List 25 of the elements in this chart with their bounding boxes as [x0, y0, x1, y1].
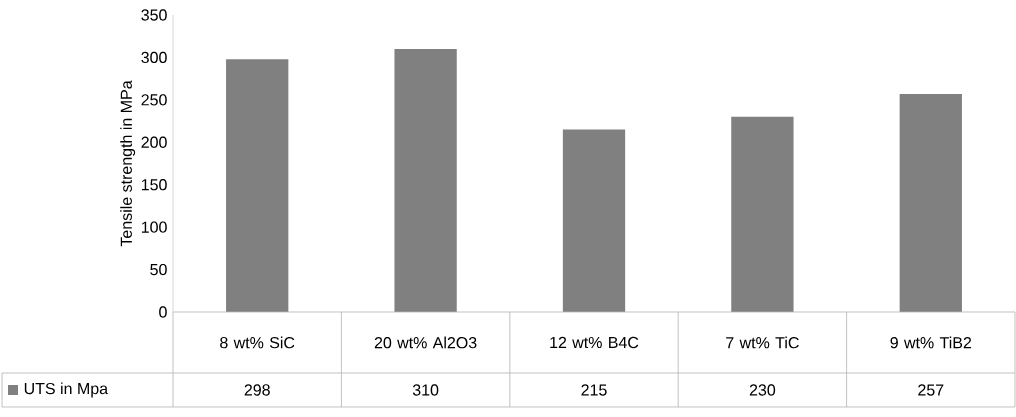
y-tick-label: 200 [141, 136, 167, 148]
x-tick-label: 7 wt% TiC [726, 336, 799, 349]
y-tick-label: 250 [141, 94, 167, 106]
y-tick-label: 100 [141, 221, 167, 233]
legend-label: UTS in Mpa [24, 382, 109, 398]
y-tick-label: 0 [159, 306, 167, 318]
x-tick-label: 8 wt% SiC [220, 336, 295, 349]
data-label: 257 [918, 384, 944, 396]
data-label: 230 [749, 384, 776, 396]
data-label: 298 [244, 384, 270, 396]
x-tick-label: 20 wt% Al2O3 [374, 336, 477, 349]
x-tick-label: 12 wt% B4C [550, 336, 639, 349]
data-label: 310 [412, 384, 439, 396]
y-axis-title: Tensile strength in MPa [120, 80, 136, 247]
y-tick-label: 150 [141, 179, 167, 191]
bar [226, 59, 289, 312]
y-tick-label: 350 [141, 9, 167, 21]
bar [394, 48, 457, 312]
bar [899, 93, 962, 312]
bar [562, 129, 626, 312]
x-tick-label: 9 wt% TiB2 [890, 336, 972, 349]
bar [731, 116, 794, 312]
data-label: 215 [581, 384, 607, 396]
y-tick-label: 50 [150, 263, 167, 276]
y-tick-label: 300 [141, 51, 167, 64]
